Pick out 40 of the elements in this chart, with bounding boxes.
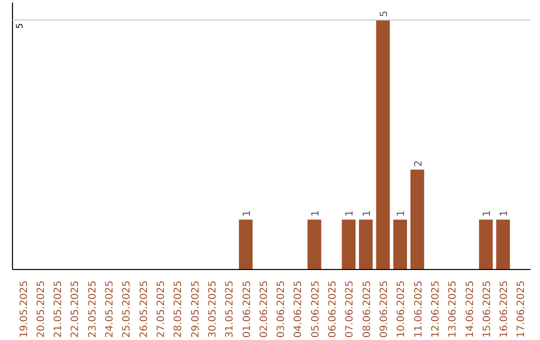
x-tick-label: 13.06.2025: [448, 280, 459, 338]
x-tick-label: 21.05.2025: [53, 280, 64, 338]
x-tick-label: 05.06.2025: [310, 280, 322, 338]
x-tick-label: 29.05.2025: [190, 280, 202, 338]
x-tick-label: 03.06.2025: [276, 280, 288, 338]
data-label: 2: [413, 160, 424, 167]
data-label: 1: [482, 210, 493, 217]
data-label: 1: [310, 210, 322, 217]
x-tick-label: 01.06.2025: [242, 280, 253, 338]
x-tick-label: 25.05.2025: [122, 280, 133, 338]
x-tick-label: 06.06.2025: [328, 280, 339, 338]
x-tick-label: 27.05.2025: [156, 280, 168, 338]
data-label: 5: [378, 10, 390, 17]
x-tick-label: 08.06.2025: [362, 280, 373, 338]
x-tick-label: 22.05.2025: [70, 280, 82, 338]
x-tick-label: 11.06.2025: [413, 280, 424, 338]
x-tick-label: 26.05.2025: [138, 280, 150, 338]
x-tick-label: 17.06.2025: [516, 280, 528, 338]
x-tick-label: 23.05.2025: [87, 280, 98, 338]
data-label: 1: [344, 210, 356, 217]
x-tick-label: 19.05.2025: [18, 280, 30, 338]
x-tick-label: 15.06.2025: [482, 280, 493, 338]
x-tick-label: 02.06.2025: [258, 280, 270, 338]
x-tick-label: 24.05.2025: [104, 280, 116, 338]
ref-line-label: 5: [16, 22, 26, 29]
x-tick-label: 28.05.2025: [173, 280, 184, 338]
x-tick-label: 07.06.2025: [344, 280, 356, 338]
x-tick-label: 20.05.2025: [36, 280, 47, 338]
x-tick-label: 12.06.2025: [430, 280, 442, 338]
x-tick-label: 31.05.2025: [224, 280, 236, 338]
x-tick-label: 09.06.2025: [378, 280, 390, 338]
x-tick-label: 30.05.2025: [207, 280, 218, 338]
x-tick-label: 10.06.2025: [396, 280, 408, 338]
x-tick-label: 04.06.2025: [293, 280, 304, 338]
data-label: 1: [362, 210, 373, 217]
data-label: 1: [499, 210, 510, 217]
x-tick-label: 16.06.2025: [499, 280, 510, 338]
data-label: 1: [242, 210, 253, 217]
x-tick-label: 14.06.2025: [464, 280, 476, 338]
data-label: 1: [396, 210, 408, 217]
